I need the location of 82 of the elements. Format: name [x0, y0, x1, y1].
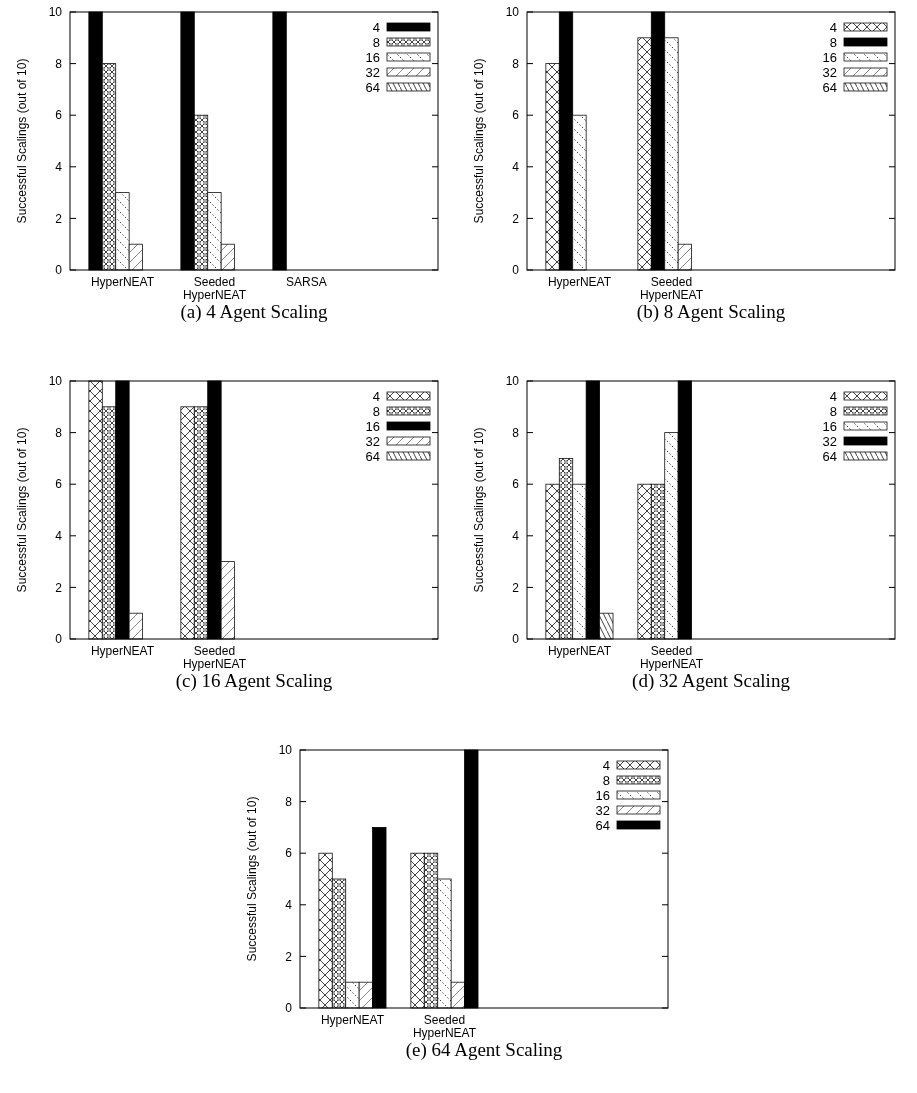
x-tick-label: SARSA: [286, 275, 327, 289]
y-tick-label: 6: [55, 477, 63, 492]
text: (d) 32 Agent Scaling: [632, 670, 791, 692]
y-tick-label: 4: [512, 160, 520, 174]
y-tick-label: 0: [285, 1001, 293, 1016]
legend-label: 64: [822, 448, 837, 464]
x-tick-label: HyperNEAT: [547, 644, 612, 658]
y-axis-title: Successful Scalings (out of 10): [472, 58, 486, 224]
x-tick-label: Seeded HyperNEAT: [639, 275, 704, 302]
legend-label: 8: [829, 34, 837, 50]
y-tick-label: 10: [505, 5, 520, 20]
bar: [545, 63, 560, 271]
legend-label: 32: [595, 802, 610, 818]
y-tick-label: 2: [285, 949, 293, 964]
y-tick-label: 10: [48, 5, 63, 20]
legend-label: 64: [822, 79, 837, 95]
y-axis-title: Successful Scalings (out of 10): [15, 427, 29, 593]
y-tick-label: 10: [505, 374, 520, 389]
x-tick-label: HyperNEAT: [90, 644, 155, 658]
bar: [220, 561, 235, 640]
y-tick-label: 6: [55, 108, 63, 123]
x-tick-label: Seeded HyperNEAT: [412, 1013, 477, 1040]
text: (c) 16 Agent Scaling: [175, 670, 333, 692]
x-tick-label: Seeded HyperNEAT: [182, 275, 247, 302]
legend-label: 32: [822, 64, 837, 80]
y-tick-label: 10: [278, 743, 293, 758]
y-tick-label: 6: [512, 477, 520, 492]
bar: [599, 612, 614, 640]
y-axis-title: Successful Scalings (out of 10): [15, 58, 29, 224]
x-tick-label: HyperNEAT: [90, 275, 155, 289]
legend-label: 4: [829, 19, 837, 35]
y-tick-label: 0: [55, 263, 63, 278]
legend-label: 4: [372, 388, 380, 404]
y-tick-label: 0: [512, 263, 520, 278]
legend-label: 64: [365, 79, 380, 95]
bar: [572, 114, 587, 271]
legend-label: 16: [822, 418, 837, 434]
legend-label: 4: [602, 757, 610, 773]
y-tick-label: 0: [512, 632, 520, 647]
text: (e) 64 Agent Scaling: [405, 1039, 563, 1061]
y-tick-label: 2: [512, 580, 520, 595]
y-tick-label: 4: [512, 529, 520, 543]
bar: [128, 612, 143, 640]
legend-label: 64: [595, 817, 610, 833]
y-tick-label: 8: [55, 56, 63, 71]
text: (a) 4 Agent Scaling: [180, 301, 329, 323]
y-tick-label: 6: [285, 846, 293, 861]
y-tick-label: 2: [512, 211, 520, 226]
legend-label: 64: [365, 448, 380, 464]
y-axis-title: Successful Scalings (out of 10): [245, 796, 259, 962]
y-tick-label: 0: [55, 632, 63, 647]
legend-label: 8: [372, 403, 380, 419]
y-tick-label: 4: [285, 898, 293, 912]
legend-label: 8: [829, 403, 837, 419]
y-tick-label: 8: [512, 425, 520, 440]
y-tick-label: 2: [55, 211, 63, 226]
x-tick-label: Seeded HyperNEAT: [639, 644, 704, 671]
y-tick-label: 10: [48, 374, 63, 389]
y-tick-label: 4: [55, 160, 63, 174]
legend-label: 8: [372, 34, 380, 50]
y-axis-title: Successful Scalings (out of 10): [472, 427, 486, 593]
legend-label: 16: [822, 49, 837, 65]
text: (b) 8 Agent Scaling: [636, 301, 786, 323]
y-tick-label: 8: [285, 794, 293, 809]
y-tick-label: 8: [512, 56, 520, 71]
legend-label: 8: [602, 772, 610, 788]
legend-label: 16: [365, 49, 380, 65]
legend-label: 4: [372, 19, 380, 35]
x-tick-label: Seeded HyperNEAT: [182, 644, 247, 671]
x-tick-label: HyperNEAT: [547, 275, 612, 289]
y-tick-label: 4: [55, 529, 63, 543]
y-tick-label: 8: [55, 425, 63, 440]
legend-label: 16: [365, 418, 380, 434]
x-tick-label: HyperNEAT: [320, 1013, 385, 1027]
legend-label: 32: [822, 433, 837, 449]
legend-label: 32: [365, 64, 380, 80]
y-tick-label: 2: [55, 580, 63, 595]
legend-label: 16: [595, 787, 610, 803]
legend-label: 4: [829, 388, 837, 404]
bar: [637, 37, 652, 271]
legend-label: 32: [365, 433, 380, 449]
y-tick-label: 6: [512, 108, 520, 123]
